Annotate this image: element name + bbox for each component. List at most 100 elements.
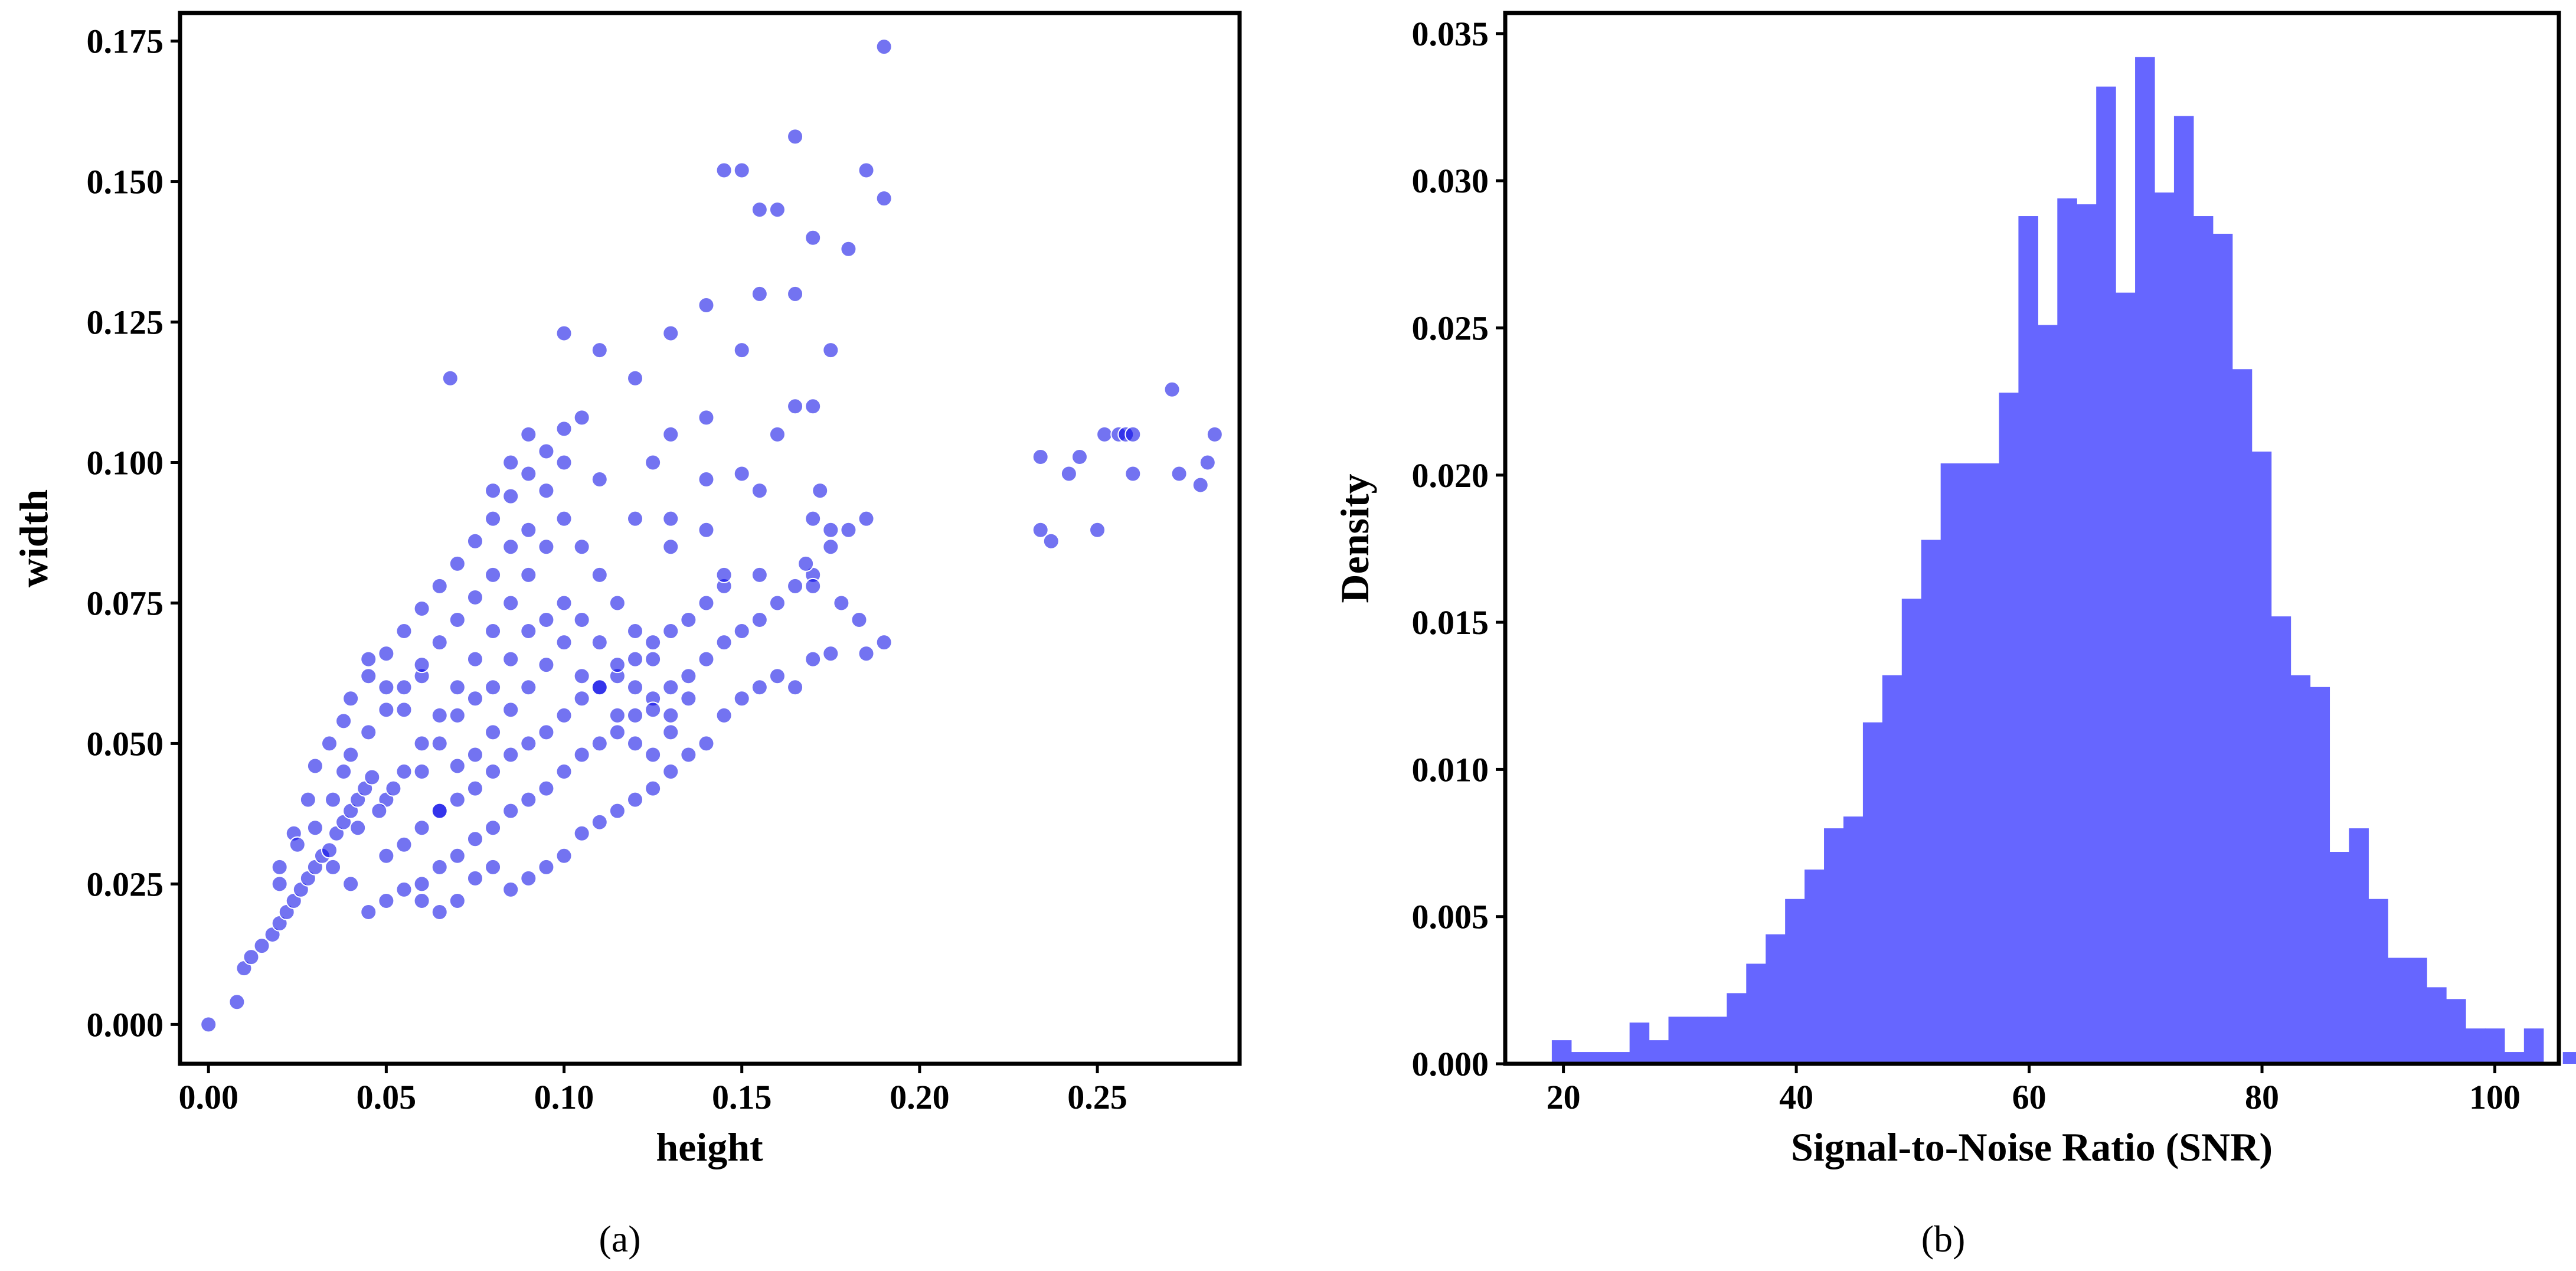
- scatter-point: [520, 465, 537, 482]
- histogram-bar: [1901, 599, 1922, 1064]
- scatter-point: [538, 482, 555, 499]
- scatter-point: [555, 325, 573, 342]
- scatter-point: [733, 465, 750, 482]
- scatter-point: [698, 471, 715, 488]
- scatter-point: [787, 285, 804, 302]
- scatter-point: [485, 510, 502, 527]
- histogram-x-ticks: 20 40 60 80 100: [1547, 1064, 2521, 1116]
- scatter-point: [360, 903, 377, 920]
- scatter-point: [715, 162, 733, 179]
- scatter-point: [805, 229, 822, 246]
- scatter-point: [299, 791, 316, 808]
- scatter-point: [1171, 465, 1188, 482]
- scatter-point: [680, 668, 697, 685]
- histogram-bar: [2096, 86, 2116, 1064]
- scatter-x-tick-label: 0.00: [178, 1078, 238, 1116]
- histogram-bar: [2446, 999, 2466, 1064]
- scatter-point: [502, 701, 519, 718]
- scatter-point: [395, 881, 413, 898]
- scatter-point: [805, 510, 822, 527]
- histogram-bar: [2173, 116, 2194, 1064]
- scatter-point: [555, 763, 573, 780]
- scatter-point: [449, 847, 466, 864]
- histogram-bar: [1862, 722, 1883, 1064]
- histogram-bar: [2057, 198, 2077, 1064]
- scatter-point: [591, 634, 608, 651]
- scatter-point: [645, 780, 662, 797]
- scatter-point: [787, 398, 804, 415]
- histogram-bar: [1727, 993, 1747, 1064]
- scatter-point: [342, 746, 359, 763]
- histogram-bar: [1785, 898, 1805, 1064]
- scatter-point: [520, 679, 537, 696]
- scatter-point: [466, 831, 483, 848]
- scatter-point: [627, 735, 644, 752]
- histogram-y-tick-label: 0.015: [1412, 603, 1489, 642]
- scatter-point: [520, 623, 537, 640]
- scatter-point: [645, 746, 662, 763]
- scatter-point: [573, 746, 590, 763]
- scatter-point: [378, 892, 395, 909]
- scatter-point: [1096, 426, 1113, 443]
- scatter-point: [371, 802, 388, 819]
- scatter-point: [378, 679, 395, 696]
- histogram-bar: [2290, 675, 2311, 1064]
- histogram-bar: [2154, 192, 2175, 1064]
- scatter-point: [485, 763, 502, 780]
- scatter-point: [502, 881, 519, 898]
- scatter-point: [413, 735, 430, 752]
- scatter-point: [715, 707, 733, 724]
- scatter-point: [1032, 521, 1049, 538]
- scatter-y-tick-label: 0.150: [87, 163, 164, 201]
- scatter-point: [306, 819, 323, 837]
- scatter-point: [466, 870, 483, 887]
- histogram-bar: [2116, 292, 2136, 1064]
- scatter-point: [698, 296, 715, 313]
- scatter-point: [1206, 426, 1223, 443]
- scatter-point: [449, 892, 466, 909]
- scatter-point: [413, 656, 430, 674]
- scatter-point: [502, 746, 519, 763]
- histogram-bar: [1551, 1040, 1572, 1064]
- scatter-y-tick-label: 0.025: [87, 865, 164, 903]
- scatter-point: [769, 668, 786, 685]
- scatter-point: [733, 162, 750, 179]
- scatter-point: [573, 538, 590, 556]
- scatter-point: [431, 858, 448, 875]
- scatter-point: [449, 555, 466, 572]
- histogram-bar: [1590, 1052, 1611, 1064]
- scatter-point: [502, 802, 519, 819]
- scatter-point: [228, 994, 246, 1011]
- scatter-point: [787, 128, 804, 145]
- scatter-panel: 0.00 0.05 0.10 0.15 0.20 0.25 0.000 0.025 0.050…: [11, 11, 1242, 1260]
- histogram-y-tick-label: 0.025: [1412, 309, 1489, 348]
- scatter-x-tick-label: 0.05: [357, 1078, 417, 1116]
- scatter-point: [413, 892, 430, 909]
- scatter-point: [520, 566, 537, 583]
- scatter-point: [591, 342, 608, 359]
- scatter-point: [342, 690, 359, 707]
- scatter-point: [573, 668, 590, 685]
- scatter-point: [395, 679, 413, 696]
- scatter-point: [1060, 465, 1077, 482]
- scatter-point: [698, 409, 715, 426]
- histogram-bar: [1960, 463, 1980, 1064]
- scatter-point: [662, 623, 679, 640]
- histogram-x-tick-label: 20: [1547, 1078, 1581, 1116]
- histogram-y-tick-label: 0.020: [1412, 456, 1489, 495]
- scatter-point: [1032, 448, 1049, 465]
- scatter-point: [466, 690, 483, 707]
- histogram-bar: [2485, 1028, 2505, 1064]
- scatter-point: [822, 538, 839, 556]
- scatter-point: [485, 724, 502, 741]
- histogram-bar: [1766, 934, 1786, 1064]
- scatter-point: [1089, 521, 1106, 538]
- histogram-bar: [1688, 1017, 1708, 1064]
- scatter-point: [555, 510, 573, 527]
- histogram-bar: [1940, 463, 1961, 1064]
- scatter-point: [833, 594, 850, 612]
- scatter-point: [395, 701, 413, 718]
- scatter-point: [751, 201, 768, 218]
- scatter-point: [306, 757, 323, 775]
- histogram-bar: [2271, 616, 2291, 1064]
